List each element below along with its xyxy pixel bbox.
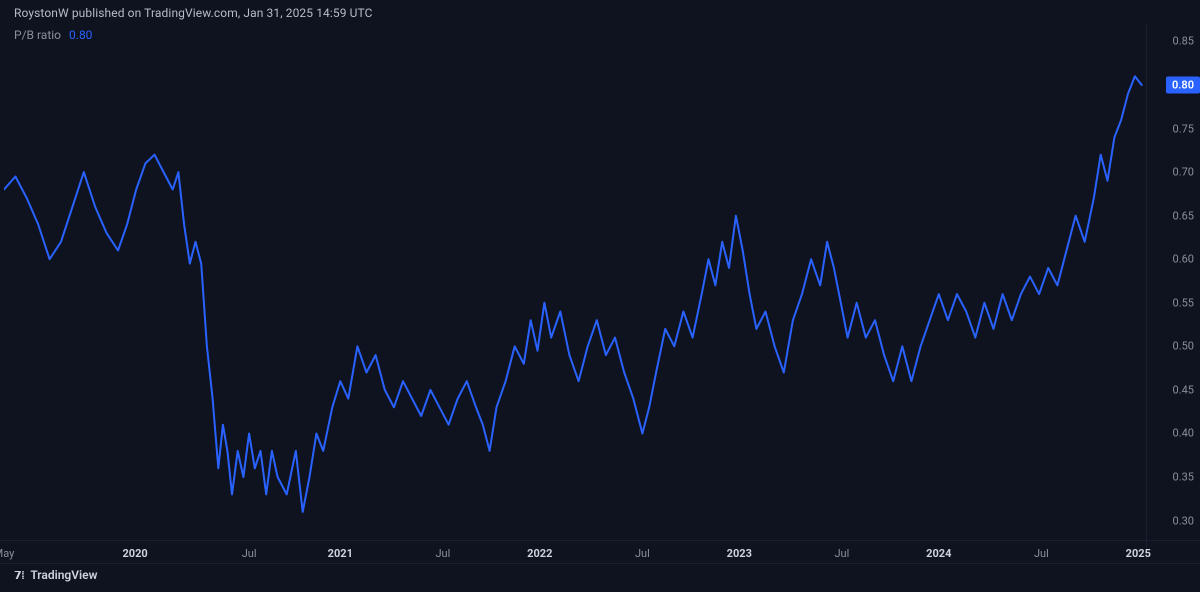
last-price-tag: 0.80 — [1166, 76, 1200, 93]
y-tick-label: 0.50 — [1173, 340, 1194, 353]
y-tick-label: 0.85 — [1173, 35, 1194, 48]
chart-plot-area[interactable] — [4, 24, 1144, 538]
x-tick-label: Jul — [635, 547, 650, 560]
x-tick-label: Jul — [435, 547, 450, 560]
y-tick-label: 0.55 — [1173, 296, 1194, 309]
brand-label: TradingView — [30, 568, 97, 582]
y-tick-label: 0.70 — [1173, 166, 1194, 179]
y-tick-label: 0.45 — [1173, 383, 1194, 396]
x-tick-label: 2021 — [328, 547, 353, 560]
y-tick-label: 0.40 — [1173, 427, 1194, 440]
footer-separator — [0, 563, 1200, 564]
x-tick-label: May — [0, 547, 14, 560]
brand-footer[interactable]: 𝟳⁞ TradingView — [14, 568, 98, 582]
x-tick-label: Jul — [834, 547, 849, 560]
x-tick-label: 2023 — [727, 547, 752, 560]
attribution-text: RoystonW published on TradingView.com, J… — [14, 6, 373, 20]
chart-root: RoystonW published on TradingView.com, J… — [0, 0, 1200, 592]
x-tick-label: Jul — [242, 547, 257, 560]
y-tick-label: 0.30 — [1173, 514, 1194, 527]
x-tick-label: 2024 — [926, 547, 951, 560]
y-tick-label: 0.35 — [1173, 471, 1194, 484]
x-tick-label: 2020 — [122, 547, 147, 560]
line-series — [4, 24, 1144, 538]
y-tick-label: 0.65 — [1173, 209, 1194, 222]
x-axis: May2020Jul2021Jul2022Jul2023Jul2024Jul20… — [4, 540, 1144, 560]
y-tick-label: 0.60 — [1173, 253, 1194, 266]
x-tick-label: 2022 — [527, 547, 552, 560]
tradingview-logo-icon: 𝟳⁞ — [14, 569, 24, 582]
y-axis: 0.30 0.35 0.40 0.45 0.50 0.55 0.60 0.65 0.70 0.75… — [1146, 24, 1200, 538]
x-tick-label: Jul — [1034, 547, 1049, 560]
y-tick-label: 0.75 — [1173, 122, 1194, 135]
x-tick-label: 2025 — [1126, 547, 1151, 560]
